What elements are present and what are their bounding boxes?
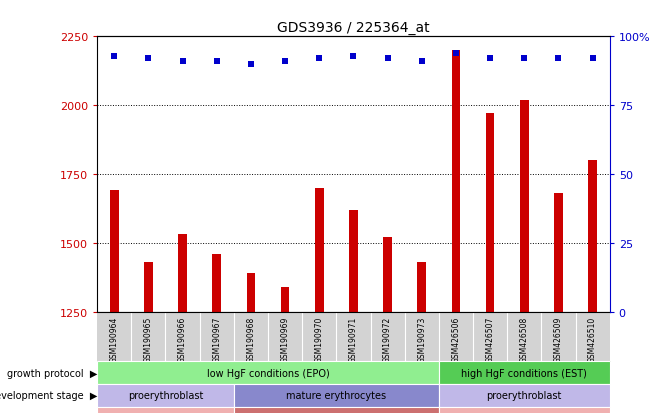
Bar: [212, 254, 221, 312]
Bar: [234, 384, 439, 407]
Bar: [520, 100, 529, 312]
Text: GSM190973: GSM190973: [417, 316, 426, 362]
Point: [348, 53, 359, 60]
Bar: [97, 407, 234, 413]
Bar: [554, 194, 563, 312]
Point: [280, 59, 291, 65]
Bar: [439, 384, 610, 407]
Text: high HgF conditions (EST): high HgF conditions (EST): [462, 368, 587, 378]
Text: GSM190971: GSM190971: [349, 316, 358, 362]
Text: proerythroblast: proerythroblast: [486, 390, 562, 401]
Text: growth protocol  ▶: growth protocol ▶: [7, 368, 97, 378]
Bar: [315, 188, 324, 312]
Text: proerythroblast: proerythroblast: [128, 390, 203, 401]
Text: GSM426508: GSM426508: [520, 316, 529, 362]
Bar: [144, 262, 153, 312]
Bar: [281, 287, 289, 312]
Text: GSM190965: GSM190965: [144, 316, 153, 362]
Text: GSM426506: GSM426506: [452, 316, 460, 362]
Text: GSM190966: GSM190966: [178, 316, 187, 362]
Text: GSM190968: GSM190968: [247, 316, 255, 362]
Bar: [452, 51, 460, 312]
Text: GSM190969: GSM190969: [281, 316, 289, 362]
Point: [587, 56, 598, 62]
Bar: [439, 361, 610, 384]
Text: mature erythrocytes: mature erythrocytes: [286, 390, 387, 401]
Bar: [110, 191, 119, 312]
Text: GSM426509: GSM426509: [554, 316, 563, 362]
Point: [212, 59, 222, 65]
Bar: [97, 384, 234, 407]
Point: [143, 56, 153, 62]
Bar: [97, 361, 439, 384]
Text: GSM426510: GSM426510: [588, 316, 597, 362]
Text: GSM190967: GSM190967: [212, 316, 221, 362]
Title: GDS3936 / 225364_at: GDS3936 / 225364_at: [277, 21, 429, 35]
Point: [519, 56, 529, 62]
Point: [553, 56, 564, 62]
Bar: [234, 407, 439, 413]
Bar: [247, 273, 255, 312]
Text: low HgF conditions (EPO): low HgF conditions (EPO): [206, 368, 330, 378]
Text: GSM190972: GSM190972: [383, 316, 392, 362]
Text: GSM190964: GSM190964: [110, 316, 119, 362]
Text: GSM426507: GSM426507: [486, 316, 494, 362]
Bar: [439, 407, 610, 413]
Bar: [486, 114, 494, 312]
Text: development stage  ▶: development stage ▶: [0, 390, 97, 401]
Text: GSM190970: GSM190970: [315, 316, 324, 362]
Bar: [417, 262, 426, 312]
Point: [416, 59, 427, 65]
Point: [451, 50, 462, 57]
Bar: [178, 235, 187, 312]
Point: [382, 56, 393, 62]
Point: [245, 61, 256, 68]
Point: [485, 56, 496, 62]
Bar: [588, 161, 597, 312]
Point: [177, 59, 188, 65]
Point: [314, 56, 324, 62]
Bar: [383, 237, 392, 312]
Bar: [349, 210, 358, 312]
Point: [109, 53, 119, 60]
